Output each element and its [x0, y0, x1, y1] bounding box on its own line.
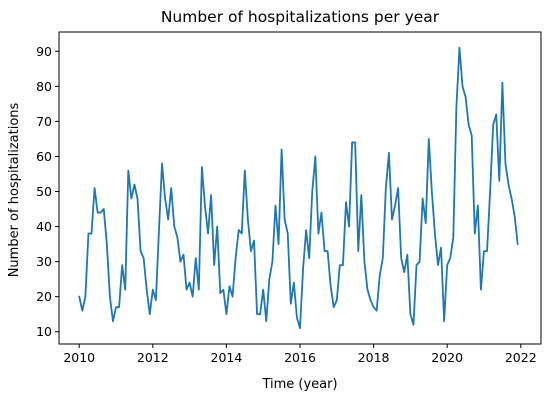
y-tick-label: 70: [36, 114, 52, 129]
series-line: [78, 46, 519, 330]
y-tick-label: 60: [36, 149, 52, 164]
y-tick-label: 50: [36, 184, 52, 199]
y-axis-title: Number of hospitalizations: [7, 102, 22, 277]
x-tick-label: 2016: [284, 350, 316, 365]
x-tick-label: 2012: [137, 350, 169, 365]
y-tick-label: 40: [36, 219, 52, 234]
x-tick-label: 2020: [431, 350, 463, 365]
axes: 2010 2012 2014 2016 2018 2020 2022 10 20 30 40 50 60…: [36, 31, 542, 365]
y-tick-label: 10: [36, 324, 52, 339]
y-tick-label: 90: [36, 44, 52, 59]
x-tick-label: 2010: [63, 350, 95, 365]
x-axis-title: Time (year): [261, 377, 337, 392]
x-tick-label: 2014: [211, 350, 243, 365]
series-layer: [78, 46, 519, 330]
x-tick-label: 2022: [505, 350, 537, 365]
plot-frame: [58, 31, 542, 345]
x-tick-label: 2018: [358, 350, 390, 365]
y-tick-label: 80: [36, 79, 52, 94]
y-tick-label: 20: [36, 289, 52, 304]
chart-title: Number of hospitalizations per year: [161, 8, 440, 26]
y-tick-label: 30: [36, 254, 52, 269]
